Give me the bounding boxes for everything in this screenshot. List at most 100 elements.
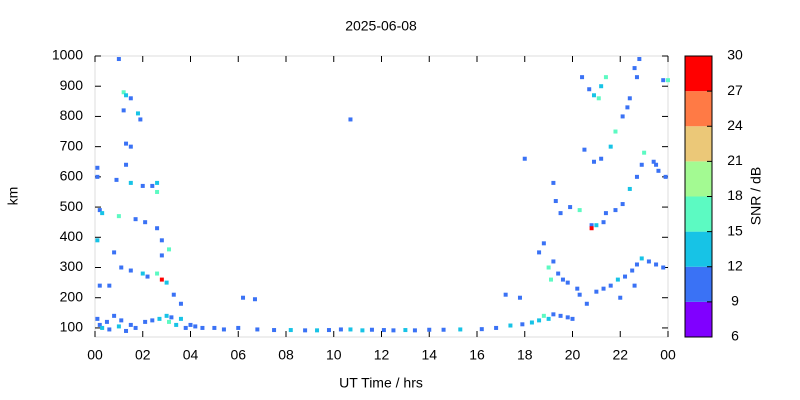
echo-point <box>326 328 331 333</box>
echo-point <box>596 96 601 101</box>
y-tick-label: 400 <box>60 228 84 244</box>
echo-point <box>656 168 661 173</box>
echo-point <box>178 316 183 321</box>
echo-point <box>241 295 246 300</box>
echo-point <box>441 327 446 332</box>
plot-area <box>94 55 669 338</box>
echo-point <box>97 208 102 213</box>
colorbar-band <box>685 126 712 162</box>
echo-point <box>348 117 353 122</box>
echo-point <box>124 162 129 167</box>
echo-point <box>663 174 668 179</box>
echo-point <box>155 189 160 194</box>
echo-point <box>508 323 513 328</box>
echo-point <box>577 208 582 213</box>
echo-point <box>494 325 499 330</box>
echo-point <box>632 66 637 71</box>
echo-point <box>155 226 160 231</box>
echo-point <box>634 75 639 80</box>
echo-point <box>625 105 630 110</box>
x-tick-label: 20 <box>565 347 581 363</box>
y-tick-label: 700 <box>60 137 84 153</box>
echo-point <box>627 186 632 191</box>
echo-point <box>577 292 582 297</box>
echo-point <box>666 78 670 83</box>
x-tick-label: 02 <box>135 347 151 363</box>
y-tick-label: 900 <box>60 77 84 93</box>
echo-point <box>381 328 386 333</box>
echo-point <box>553 199 558 204</box>
colorbar-tick-label: 15 <box>727 222 743 238</box>
echo-point <box>639 256 644 261</box>
echo-point <box>128 144 133 149</box>
echo-point <box>594 223 599 228</box>
echo-point <box>95 174 100 179</box>
echo-point <box>133 217 138 222</box>
echo-point <box>541 313 546 318</box>
echo-point <box>124 141 129 146</box>
echo-point <box>164 280 169 285</box>
y-tick-label: 800 <box>60 107 84 123</box>
echo-point <box>119 265 124 270</box>
x-tick-label: 08 <box>278 347 294 363</box>
x-tick-label: 04 <box>183 347 199 363</box>
colorbar-tick-label: 21 <box>727 152 743 168</box>
echo-point <box>591 159 596 164</box>
echo-point <box>551 312 556 317</box>
echo-point <box>599 156 604 161</box>
echo-point <box>97 283 102 288</box>
y-axis-label: km <box>5 187 21 206</box>
echo-point <box>646 259 651 264</box>
y-tick-label: 300 <box>60 258 84 274</box>
echo-point <box>100 325 105 330</box>
echo-point <box>128 268 133 273</box>
echo-point <box>95 316 100 321</box>
echo-point <box>568 205 573 210</box>
colorbar-band <box>685 161 712 197</box>
echo-point <box>558 211 563 216</box>
echo-point <box>654 162 659 167</box>
echo-point <box>303 328 308 333</box>
colorbar-tick-label: 18 <box>727 187 743 203</box>
echo-point <box>116 214 121 219</box>
echo-point <box>155 180 160 185</box>
echo-point <box>140 183 145 188</box>
echo-point <box>608 283 613 288</box>
echo-point <box>150 183 155 188</box>
echo-point <box>150 318 155 323</box>
colorbar-tick-label: 30 <box>727 47 743 63</box>
echo-point <box>167 247 172 252</box>
echo-point <box>458 327 463 332</box>
echo-point <box>360 328 365 333</box>
echo-point <box>135 111 140 116</box>
echo-point <box>369 327 374 332</box>
echo-point <box>546 265 551 270</box>
colorbar-band <box>685 301 712 337</box>
x-tick-label: 18 <box>517 347 533 363</box>
echo-point <box>159 238 164 243</box>
y-tick-label: 600 <box>60 168 84 184</box>
echo-point <box>255 327 260 332</box>
echo-point <box>193 324 198 329</box>
echo-point <box>124 328 129 333</box>
echo-point <box>155 271 160 276</box>
y-tick-label: 200 <box>60 288 84 304</box>
echo-point <box>589 223 594 228</box>
echo-point <box>620 114 625 119</box>
y-tick-label: 1000 <box>52 47 83 63</box>
echo-point <box>556 271 561 276</box>
echo-point <box>143 220 148 225</box>
echo-point <box>546 316 551 321</box>
echo-point <box>541 241 546 246</box>
echo-point <box>603 211 608 216</box>
echo-point <box>159 277 164 282</box>
echo-point <box>143 319 148 324</box>
echo-point <box>138 117 143 122</box>
x-tick-label: 00 <box>660 347 676 363</box>
echo-point <box>100 211 105 216</box>
y-tick-label: 500 <box>60 198 84 214</box>
echo-point <box>140 271 145 276</box>
colorbar-tick-label: 12 <box>727 257 743 273</box>
echo-point <box>537 250 542 255</box>
